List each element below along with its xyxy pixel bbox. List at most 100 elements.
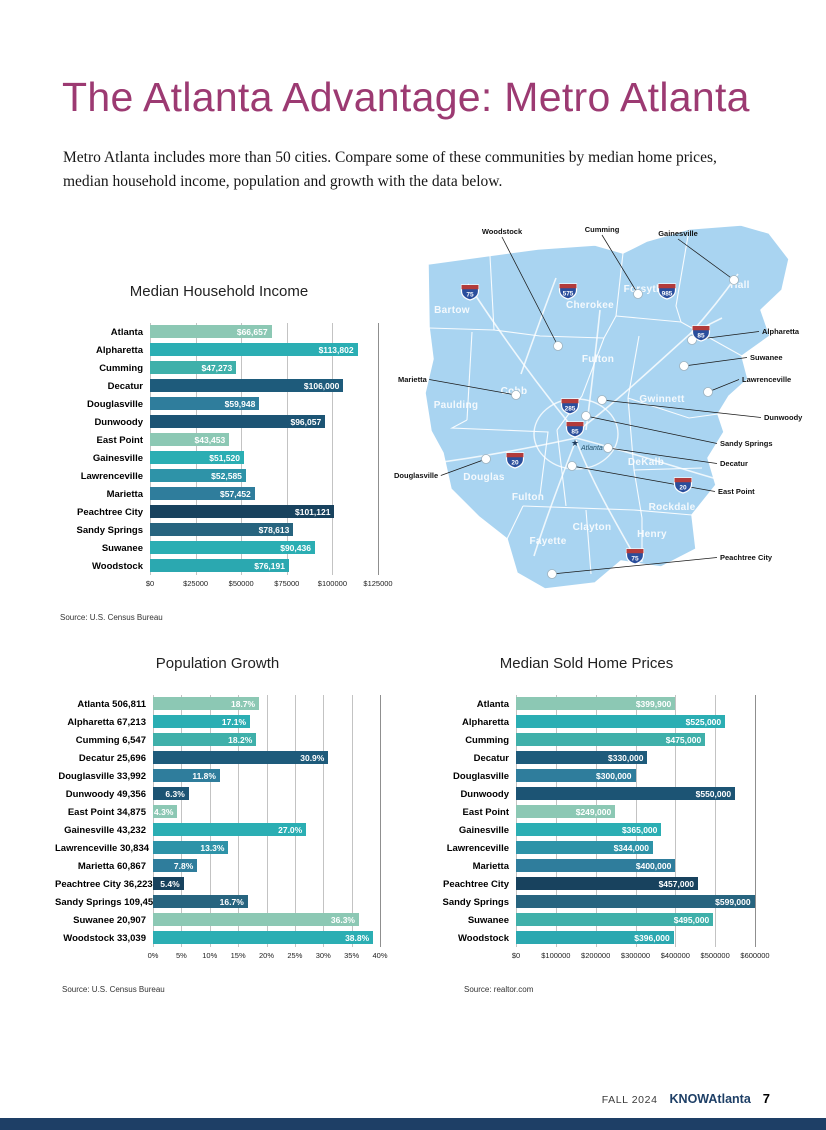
callout-leader-line <box>551 557 718 575</box>
row-label: Lawrenceville 30,834 <box>55 842 150 854</box>
bar-value-label: $399,900 <box>635 698 672 709</box>
gridline <box>380 695 381 947</box>
chart-row: Peachtree City $457,000 <box>418 875 755 893</box>
road-line <box>427 437 577 465</box>
chart-row: Lawrenceville $344,000 <box>418 839 755 857</box>
callout-leader-line <box>683 357 748 367</box>
county-label: Henry <box>637 529 667 540</box>
row-label: Douglasville <box>87 398 143 410</box>
chart-row: Gainesville $51,520 <box>60 449 378 467</box>
axis-tick: $200000 <box>581 951 611 960</box>
bar-value-label: 11.8% <box>192 770 216 781</box>
chart-bar: $495,000 <box>516 913 714 926</box>
callout-leader-line <box>601 399 762 418</box>
chart-row: Decatur 25,696 30.9% <box>55 749 380 767</box>
row-label: Sandy Springs 109,452 <box>55 896 159 908</box>
row-label: Lawrenceville <box>446 842 509 854</box>
row-track: 17.1% <box>153 713 380 731</box>
chart-row: Dunwoody 49,356 6.3% <box>55 785 380 803</box>
svg-text:20: 20 <box>679 485 687 492</box>
svg-text:75: 75 <box>466 292 474 299</box>
footer-issue: FALL 2024 <box>601 1094 658 1106</box>
chart-bar: $66,657 <box>150 325 272 338</box>
county-label: Douglas <box>463 472 505 483</box>
county-border <box>428 327 605 339</box>
atlanta-star-icon: ★ <box>571 438 579 448</box>
row-track: $344,000 <box>516 839 755 857</box>
row-label: Douglasville <box>453 770 509 782</box>
bar-value-label: $365,000 <box>621 824 658 835</box>
chart-bar: 16.7% <box>153 895 248 908</box>
median-household-income-chart: Median Household Income Atlanta $66,657 Alp… <box>60 283 393 622</box>
interstate-shield-icon: 75 <box>460 284 480 301</box>
row-label: Gainesville 43,232 <box>64 824 146 836</box>
county-label: Clayton <box>573 522 612 533</box>
row-track: 18.7% <box>153 695 380 713</box>
svg-text:20: 20 <box>511 460 519 467</box>
row-label: Cumming <box>465 734 509 746</box>
chart-row: Sandy Springs 109,452 16.7% <box>55 893 380 911</box>
row-track: $90,436 <box>150 539 378 557</box>
interstate-shield-icon: 575 <box>558 283 578 300</box>
interstate-shield-icon: 75 <box>625 548 645 565</box>
row-track: 18.2% <box>153 731 380 749</box>
chart-row: East Point $249,000 <box>418 803 755 821</box>
city-marker-dot <box>603 443 613 453</box>
chart-bar: $106,000 <box>150 379 344 392</box>
bar-value-label: $59,948 <box>224 398 256 409</box>
row-track: $66,657 <box>150 323 378 341</box>
interstate-shield-icon: 85 <box>691 325 711 342</box>
chart-bar: $344,000 <box>516 841 654 854</box>
callout-leader-line <box>601 234 639 295</box>
row-label: Alpharetta <box>96 344 143 356</box>
row-label: Sandy Springs <box>442 896 509 908</box>
chart-row: Peachtree City $101,121 <box>60 503 378 521</box>
chart-row: Marietta $400,000 <box>418 857 755 875</box>
row-track: $300,000 <box>516 767 755 785</box>
county-label: Fayette <box>529 536 566 547</box>
callout-leader-line <box>429 379 517 396</box>
chart-bar: $396,000 <box>516 931 674 944</box>
callout-leader-line <box>607 447 718 464</box>
axis-tick: $0 <box>145 579 155 588</box>
axis-tick: $600000 <box>740 951 770 960</box>
chart-axis: 0% 5% 10% 15% 20% 25% 30% 35% 40% <box>148 951 388 963</box>
chart-row: Cumming $475,000 <box>418 731 755 749</box>
svg-text:285: 285 <box>565 406 576 413</box>
chart-row: Decatur $330,000 <box>418 749 755 767</box>
axis-tick: $50000 <box>228 579 254 588</box>
chart-bar: 7.8% <box>153 859 198 872</box>
interstate-shield-icon: 285 <box>560 398 580 415</box>
bar-value-label: $525,000 <box>685 716 722 727</box>
bar-value-label: $47,273 <box>201 362 233 373</box>
svg-text:75: 75 <box>631 556 639 563</box>
chart-bar: $475,000 <box>516 733 706 746</box>
city-marker-dot <box>729 275 739 285</box>
callout-leader-line <box>707 379 740 393</box>
gridline <box>195 323 197 575</box>
chart-row: Lawrenceville 30,834 13.3% <box>55 839 380 857</box>
chart-row: Atlanta $66,657 <box>60 323 378 341</box>
bar-value-label: $400,000 <box>635 860 672 871</box>
gridline <box>555 695 557 947</box>
row-label: Marietta <box>472 860 509 872</box>
chart-row: Dunwoody $550,000 <box>418 785 755 803</box>
county-label: Fulton <box>582 354 614 365</box>
chart-bar: $76,191 <box>150 559 289 572</box>
chart-row: Sandy Springs $599,000 <box>418 893 755 911</box>
chart-bar: $90,436 <box>150 541 315 554</box>
axis-tick: 5% <box>175 951 187 960</box>
footer-accent-bar <box>0 1118 826 1130</box>
row-label: Peachtree City <box>76 506 143 518</box>
county-label: Rockdale <box>649 502 696 513</box>
chart-axis: $0 $100000 $200000 $300000 $400000 $500000 $60… <box>512 951 770 963</box>
county-border <box>675 229 690 323</box>
gridline <box>378 323 379 575</box>
chart-bar: $78,613 <box>150 523 294 536</box>
gridline <box>209 695 211 947</box>
bar-value-label: 7.8% <box>173 860 194 871</box>
row-label: Suwanee <box>101 542 143 554</box>
interstate-shield-icon: 20 <box>505 452 525 469</box>
interstate-shield-icon: 85 <box>565 421 585 438</box>
county-border <box>489 255 495 331</box>
